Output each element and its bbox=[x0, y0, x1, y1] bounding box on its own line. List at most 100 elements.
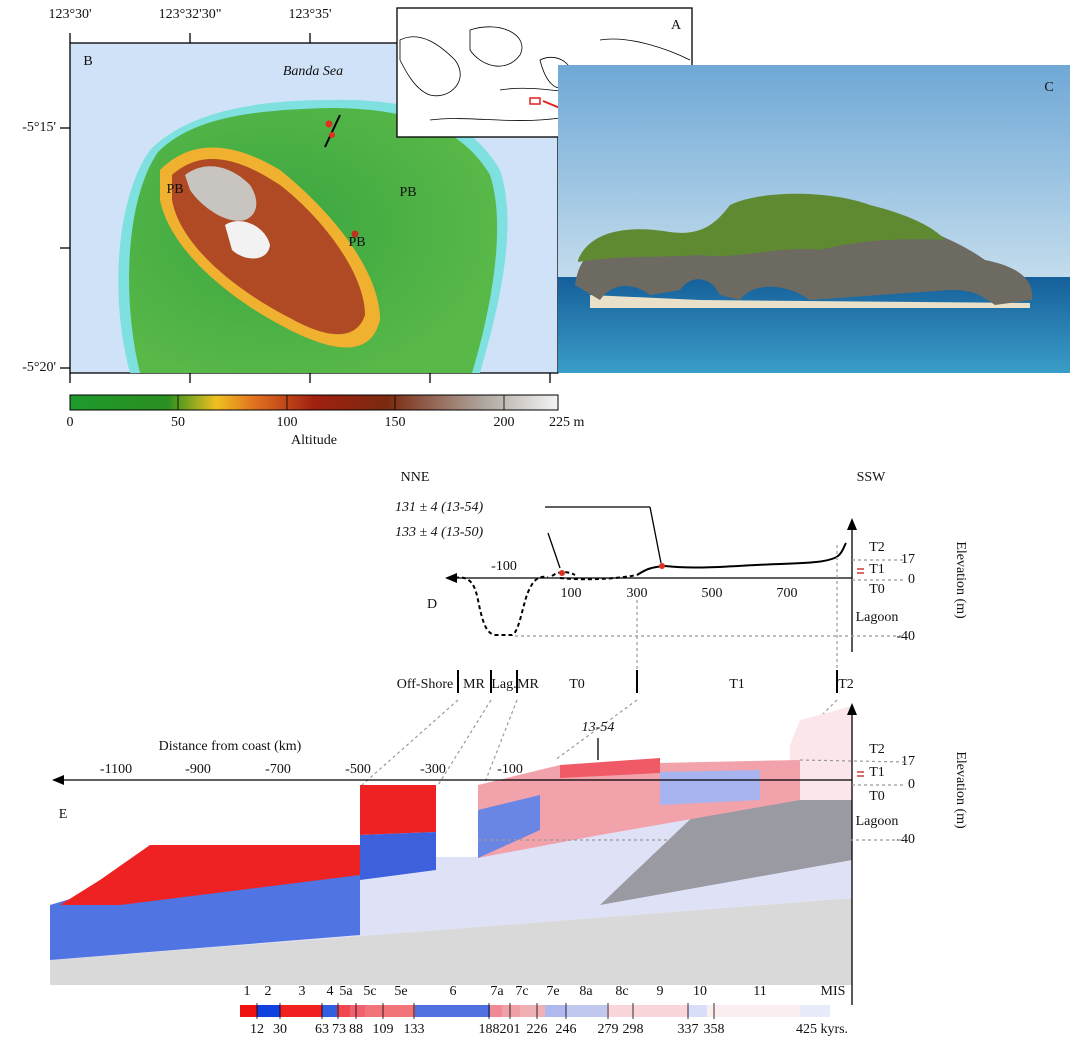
stage-label: 7a bbox=[490, 984, 504, 999]
stage-label: 7e bbox=[546, 984, 559, 999]
stage-label: 7c bbox=[515, 984, 528, 999]
panel-label: C bbox=[1044, 80, 1053, 95]
zone-label: MR bbox=[463, 677, 485, 692]
x-tick-label: 700 bbox=[777, 586, 798, 601]
zone-label: T1 bbox=[729, 677, 745, 692]
legend-swatch bbox=[520, 1005, 545, 1017]
panel-label: D bbox=[427, 597, 437, 612]
age-label: 133 bbox=[404, 1022, 425, 1037]
colorbar bbox=[69, 394, 559, 411]
elevation-label: 0 bbox=[908, 777, 915, 792]
legend-swatch bbox=[635, 1005, 688, 1017]
sample-site bbox=[659, 563, 665, 569]
lat-label: -5°15' bbox=[22, 120, 56, 135]
terrace-label: T1 bbox=[869, 562, 885, 577]
age-label: 246 bbox=[556, 1022, 577, 1037]
unit-label: PB bbox=[348, 235, 365, 250]
stage-label: 4 bbox=[327, 984, 334, 999]
beach bbox=[590, 295, 1030, 308]
legend-swatch bbox=[415, 1005, 490, 1017]
legend-swatch bbox=[280, 1005, 322, 1017]
age-label: 73 bbox=[332, 1022, 346, 1037]
x-title: Distance from coast (km) bbox=[159, 739, 302, 754]
pointer bbox=[547, 532, 561, 569]
stage-label: 11 bbox=[753, 984, 766, 999]
age-label: 63 bbox=[315, 1022, 329, 1037]
relief-top bbox=[185, 166, 257, 221]
x-tick-label: -300 bbox=[420, 762, 446, 777]
connector bbox=[554, 699, 638, 761]
legend-swatch bbox=[365, 1005, 395, 1017]
age-label: 279 bbox=[598, 1022, 619, 1037]
elevation-label: -40 bbox=[896, 629, 915, 644]
sample-site bbox=[351, 230, 359, 238]
x-tick-label: -700 bbox=[265, 762, 291, 777]
stage-label: 5e bbox=[394, 984, 407, 999]
arrow bbox=[542, 100, 561, 109]
pointer bbox=[649, 506, 662, 564]
zone-label: Lag. bbox=[491, 677, 516, 692]
stage-label: 8c bbox=[615, 984, 628, 999]
legend-swatch bbox=[240, 1005, 257, 1017]
layer-mis-5e bbox=[60, 845, 360, 905]
layer-mis-5c bbox=[560, 758, 660, 778]
age-label: 188 bbox=[479, 1022, 500, 1037]
colorbar-label: 0 bbox=[67, 415, 74, 430]
age-label: 425 kyrs. bbox=[796, 1022, 848, 1037]
stage-label: 5c bbox=[363, 984, 376, 999]
zone-label: Off-Shore bbox=[397, 677, 454, 692]
layer-mis-9 bbox=[790, 706, 852, 800]
age-label: 201 bbox=[500, 1022, 521, 1037]
profile-trace bbox=[324, 114, 341, 148]
lon-label: 123°30' bbox=[48, 7, 91, 22]
colorbar-label: 225 m bbox=[549, 415, 585, 430]
panel-label: E bbox=[59, 807, 68, 822]
basement bbox=[50, 898, 852, 985]
stage-label: 3 bbox=[299, 984, 306, 999]
y-title: Elevation (m) bbox=[953, 541, 968, 619]
panel-label: B bbox=[83, 54, 92, 69]
stage-label: 10 bbox=[693, 984, 707, 999]
age-label: 131 ± 4 (13-54) bbox=[395, 500, 484, 515]
age-label: 358 bbox=[704, 1022, 725, 1037]
age-label: 109 bbox=[373, 1022, 394, 1037]
legend-swatch bbox=[707, 1005, 800, 1017]
stage-label: 8a bbox=[579, 984, 593, 999]
legend-swatch bbox=[800, 1005, 830, 1017]
sample-label: 13-54 bbox=[582, 720, 615, 735]
terrace-label: T1 bbox=[869, 765, 885, 780]
stage-label: 1 bbox=[244, 984, 251, 999]
panel-label: A bbox=[671, 18, 682, 33]
relief-peak bbox=[225, 221, 270, 259]
terrace-label: T2 bbox=[869, 742, 885, 757]
sea-name: Banda Sea bbox=[283, 64, 343, 79]
terrace-label: Lagoon bbox=[856, 814, 899, 829]
legend-swatch bbox=[566, 1005, 607, 1017]
elevation-label: 0 bbox=[908, 572, 915, 587]
stage-label: 9 bbox=[657, 984, 664, 999]
stage-label: 6 bbox=[450, 984, 457, 999]
sample-site bbox=[329, 132, 335, 138]
stage-label: MIS bbox=[821, 984, 846, 999]
layer-mis-8 bbox=[478, 795, 540, 858]
legend-swatch bbox=[607, 1005, 635, 1017]
elevation-label: 17 bbox=[901, 754, 915, 769]
x-tick-label: -900 bbox=[185, 762, 211, 777]
sample-site bbox=[325, 120, 333, 128]
terrace-label: T2 bbox=[869, 540, 885, 555]
legend-swatch bbox=[545, 1005, 566, 1017]
age-label: 337 bbox=[678, 1022, 699, 1037]
layer-mis-8a bbox=[660, 770, 760, 805]
age-label: 88 bbox=[349, 1022, 363, 1037]
x-tick-label: 100 bbox=[561, 586, 582, 601]
age-label: 298 bbox=[623, 1022, 644, 1037]
unit-label: PB bbox=[166, 182, 183, 197]
legend-swatch bbox=[322, 1005, 337, 1017]
x-tick-label: -500 bbox=[345, 762, 371, 777]
lon-label: 123°32'30" bbox=[159, 7, 222, 22]
gap bbox=[436, 785, 478, 857]
colorbar-label: 100 bbox=[277, 415, 298, 430]
terrace-label: T0 bbox=[869, 789, 885, 804]
legend-swatch bbox=[337, 1005, 350, 1017]
legend-swatch bbox=[350, 1005, 365, 1017]
